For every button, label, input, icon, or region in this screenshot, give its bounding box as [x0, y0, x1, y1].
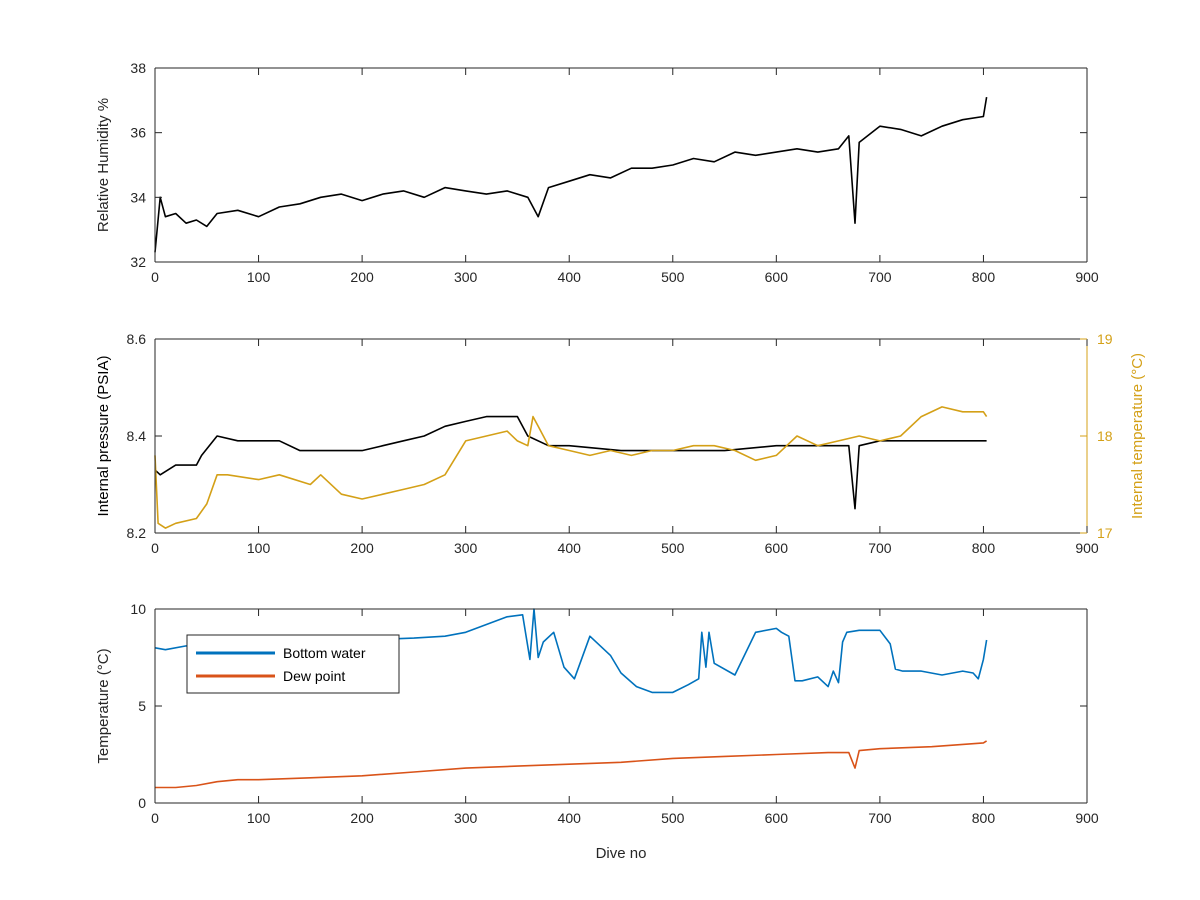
y-tick-label: 5 — [138, 698, 146, 714]
series-line-0 — [154, 415, 987, 510]
y-axis-label: Internal pressure (PSIA) — [95, 356, 112, 517]
x-tick-label: 900 — [1075, 810, 1099, 826]
x-tick-label: 400 — [558, 810, 582, 826]
x-tick-label: 200 — [350, 540, 374, 556]
y-tick-label: 36 — [130, 125, 146, 141]
x-tick-label: 700 — [868, 540, 892, 556]
x-tick-label: 600 — [765, 810, 789, 826]
x-tick-label: 100 — [247, 269, 271, 285]
temperature-panel: 0 100 200 300 400 500 600 700 800 900 0 5 10 Temperat… — [95, 601, 1099, 862]
right-y-tick-label: 18 — [1097, 428, 1113, 444]
x-tick-label: 800 — [972, 540, 996, 556]
pressure-temperature-panel: 0 100 200 300 400 500 600 700 800 900 8.2 8.4 8.6 17 1… — [95, 331, 1146, 556]
y-axis-label: Relative Humidity % — [95, 98, 112, 232]
right-y-tick-label: 17 — [1097, 525, 1113, 541]
right-y-tick-label: 19 — [1097, 331, 1113, 347]
x-tick-label: 100 — [247, 810, 271, 826]
x-tick-label: 900 — [1075, 540, 1099, 556]
y-tick-label: 10 — [130, 601, 146, 617]
x-tick-label: 400 — [558, 540, 582, 556]
x-tick-label: 500 — [661, 269, 685, 285]
x-tick-label: 300 — [454, 540, 478, 556]
series-line-dew-point — [155, 740, 988, 789]
series-line-0 — [154, 96, 988, 253]
y-tick-label: 8.2 — [127, 525, 147, 541]
right-y-axis-label: Internal temperature (°C) — [1129, 353, 1146, 519]
x-tick-label: 500 — [661, 540, 685, 556]
x-tick-label: 300 — [454, 269, 478, 285]
series-line-1 — [154, 406, 988, 529]
x-tick-label: 200 — [350, 269, 374, 285]
y-tick-label: 8.4 — [127, 428, 147, 444]
x-tick-label: 200 — [350, 810, 374, 826]
y-tick-label: 38 — [130, 60, 146, 76]
series-line-bottom-water — [154, 608, 988, 694]
x-tick-label: 300 — [454, 810, 478, 826]
y-axis-label: Temperature (°C) — [95, 648, 112, 763]
x-tick-label: 600 — [765, 540, 789, 556]
y-tick-label: 32 — [130, 254, 146, 270]
x-tick-label: 800 — [972, 810, 996, 826]
x-tick-label: 500 — [661, 810, 685, 826]
x-tick-label: 0 — [151, 810, 159, 826]
x-tick-label: 800 — [972, 269, 996, 285]
y-tick-label: 34 — [130, 189, 146, 205]
x-tick-label: 0 — [151, 540, 159, 556]
y-tick-label: 8.6 — [127, 331, 147, 347]
x-tick-label: 100 — [247, 540, 271, 556]
x-tick-label: 400 — [558, 269, 582, 285]
x-tick-label: 900 — [1075, 269, 1099, 285]
x-tick-label: 600 — [765, 269, 789, 285]
x-tick-label: 700 — [868, 269, 892, 285]
legend-box — [186, 634, 400, 694]
x-tick-label: 0 — [151, 269, 159, 285]
legend-label: Dew point — [283, 668, 345, 684]
x-axis-label: Dive no — [596, 845, 647, 862]
humidity-panel: 0 100 200 300 400 500 600 700 800 900 32 34 36 38 Rela… — [95, 60, 1099, 285]
legend-label: Bottom water — [283, 645, 366, 661]
x-tick-label: 700 — [868, 810, 892, 826]
y-tick-label: 0 — [138, 795, 146, 811]
